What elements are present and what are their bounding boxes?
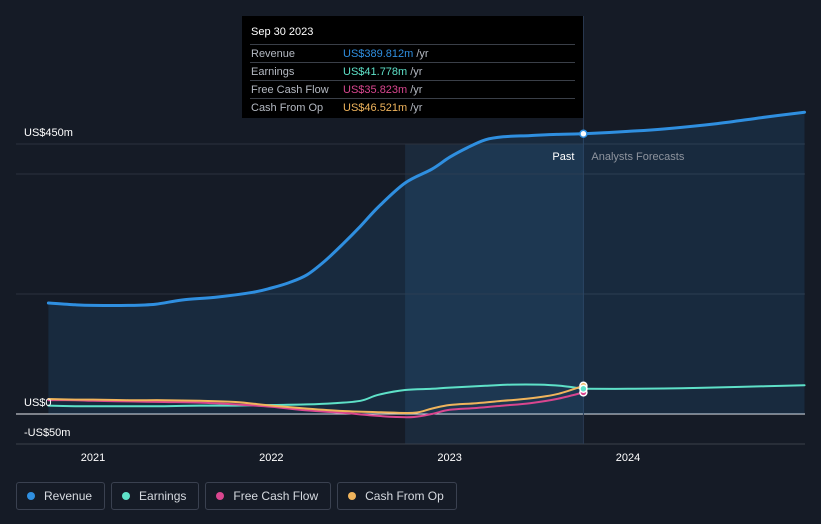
earnings-forecast-line [582,384,806,390]
earnings-line [47,383,585,408]
revenue-line [46,132,585,308]
legend-item-cash-from-op[interactable]: Cash From Op [337,482,457,510]
legend-item-free-cash-flow[interactable]: Free Cash Flow [205,482,332,510]
legend-label: Free Cash Flow [233,489,319,503]
y-tick-top: US$450m [24,127,73,139]
tooltip-row-unit: /yr [410,65,423,78]
legend-dot-icon [122,492,131,500]
x-tick-2022: 2022 [259,452,283,464]
revenue-forecast-line [581,110,807,136]
x-tick-2023: 2023 [437,452,461,464]
tooltip-row: Cash From Op US$46.521m/yr [250,98,575,116]
tooltip-row-value: US$389.812m [343,47,414,60]
tooltip-row-label: Revenue [251,47,296,60]
tooltip-date: Sep 30 2023 [251,26,314,38]
past-label: Past [552,151,574,163]
legend-label: Cash From Op [365,489,444,503]
legend-item-earnings[interactable]: Earnings [111,482,200,510]
legend-dot-icon [27,492,35,500]
tooltip-row-label: Free Cash Flow [251,83,329,96]
tooltip-row-label: Cash From Op [251,101,324,114]
tooltip-row: Free Cash Flow US$35.823m/yr [250,80,575,98]
legend-label: Revenue [44,489,93,503]
tooltip-row-value: US$41.778m [343,65,408,78]
earnings-marker [579,384,588,394]
x-tick-2024: 2024 [616,452,640,464]
free-cash-flow-line [47,391,585,419]
legend-label: Earnings [139,489,187,503]
legend-dot-icon [348,492,357,500]
tooltip-row-value: US$35.823m [343,83,408,96]
tooltip-row-value: US$46.521m [343,101,408,114]
y-tick-zero: US$0 [24,397,52,409]
legend-dot-icon [216,492,225,500]
legend: Revenue Earnings Free Cash Flow Cash From O… [16,482,457,510]
tooltip: Sep 30 2023 Revenue US$389.812m/yr Earning… [242,16,583,118]
x-tick-2021: 2021 [81,452,105,464]
forecast-label: Analysts Forecasts [591,151,684,163]
tooltip-row: Revenue US$389.812m/yr [250,44,575,62]
y-tick-bottom: -US$50m [24,427,70,439]
revenue-marker [579,129,588,139]
tooltip-row-unit: /yr [410,101,423,114]
revenue-area [48,112,805,414]
tooltip-row: Earnings US$41.778m/yr [250,62,575,80]
tooltip-row-unit: /yr [416,47,429,60]
tooltip-row-label: Earnings [251,65,295,78]
cash-from-op-line [47,384,585,415]
legend-item-revenue[interactable]: Revenue [16,482,106,510]
tooltip-row-unit: /yr [410,83,423,96]
